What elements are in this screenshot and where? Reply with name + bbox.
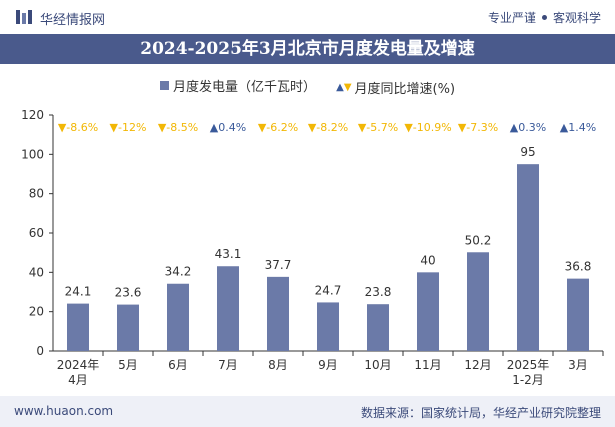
x-tick-label: 8月 (268, 358, 288, 372)
growth-label: ▲0.3% (510, 121, 546, 134)
x-tick-label: 9月 (318, 358, 338, 372)
y-tick-label: 40 (29, 265, 44, 279)
bar (317, 302, 339, 351)
y-tick-label: 120 (21, 108, 44, 122)
brand-name: 华经情报网 (40, 13, 106, 28)
legend: 月度发电量（亿千瓦时） ▲ ▼ 月度同比增速(%) (0, 76, 615, 97)
growth-label: ▲0.4% (210, 121, 246, 134)
growth-label: ▼-7.3% (458, 121, 498, 134)
bar-swatch-icon (159, 81, 169, 90)
x-tick-label: 6月 (168, 358, 188, 372)
bar (67, 303, 89, 351)
y-tick-label: 20 (29, 305, 44, 319)
growth-label: ▼-5.7% (358, 121, 398, 134)
top-bar: 华经情报网 专业严谨 客观科学 (0, 0, 615, 34)
bar (567, 278, 589, 351)
site-url[interactable]: www.huaon.com (14, 404, 114, 418)
bar (117, 304, 139, 351)
growth-label: ▼-12% (110, 121, 147, 134)
logo-icon (16, 10, 32, 24)
x-tick-label: 7月 (218, 358, 238, 372)
legend-bar-label: 月度发电量（亿千瓦时） (172, 80, 316, 95)
legend-growth-label: 月度同比增速(%) (354, 82, 456, 97)
x-tick-label: 2025年 (507, 358, 550, 372)
y-tick-label: 80 (29, 187, 44, 201)
x-tick-label: 1-2月 (512, 373, 544, 387)
growth-label: ▼-6.2% (258, 121, 298, 134)
data-source: 数据来源：国家统计局，华经产业研究院整理 (360, 406, 601, 420)
bar (467, 252, 489, 351)
bar-value-label: 95 (520, 145, 535, 159)
y-tick-label: 0 (36, 344, 44, 358)
bar-value-label: 40 (420, 253, 435, 267)
bar (417, 272, 439, 351)
dot-icon (541, 15, 547, 20)
growth-label: ▼-8.5% (158, 121, 198, 134)
x-tick-label: 4月 (68, 373, 88, 387)
tagline-left: 专业严谨 (487, 11, 536, 25)
tagline-right: 客观科学 (552, 11, 601, 25)
y-tick-label: 100 (21, 147, 44, 161)
legend-item-growth: ▲ ▼ 月度同比增速(%) (336, 78, 455, 97)
bar-value-label: 36.8 (565, 260, 592, 274)
legend-item-bar: 月度发电量（亿千瓦时） (159, 76, 316, 95)
x-tick-label: 3月 (568, 358, 588, 372)
title-bar (0, 34, 615, 64)
bar (267, 276, 289, 351)
x-tick-label: 5月 (118, 358, 138, 372)
triangle-down-icon: ▼ (343, 82, 352, 93)
bar-value-label: 23.8 (365, 285, 392, 299)
bar-value-label: 24.1 (65, 285, 92, 299)
triangle-up-icon: ▲ (336, 82, 344, 93)
chart-title: 2024-2025年3月北京市月度发电量及增速 (140, 39, 475, 59)
x-tick-label: 2024年 (57, 358, 100, 372)
bar-value-label: 37.7 (265, 258, 292, 272)
bar-value-label: 43.1 (215, 247, 242, 261)
bar-value-label: 34.2 (165, 265, 192, 279)
y-tick-label: 60 (29, 226, 44, 240)
growth-label: ▼-8.2% (308, 121, 348, 134)
growth-label: ▼-10.9% (404, 121, 451, 134)
tagline: 专业严谨 客观科学 (488, 9, 601, 26)
growth-label: ▼-8.6% (58, 121, 98, 134)
bar (217, 266, 239, 351)
bar (167, 283, 189, 351)
bar-value-label: 24.7 (315, 283, 342, 297)
bar (517, 164, 539, 351)
footer-bar (0, 396, 615, 427)
growth-label: ▲1.4% (560, 121, 596, 134)
bar-value-label: 50.2 (465, 233, 492, 247)
x-tick-label: 10月 (364, 358, 391, 372)
x-tick-label: 12月 (464, 358, 491, 372)
x-tick-label: 11月 (414, 358, 441, 372)
bar-value-label: 23.6 (115, 286, 142, 300)
bar (367, 304, 389, 351)
